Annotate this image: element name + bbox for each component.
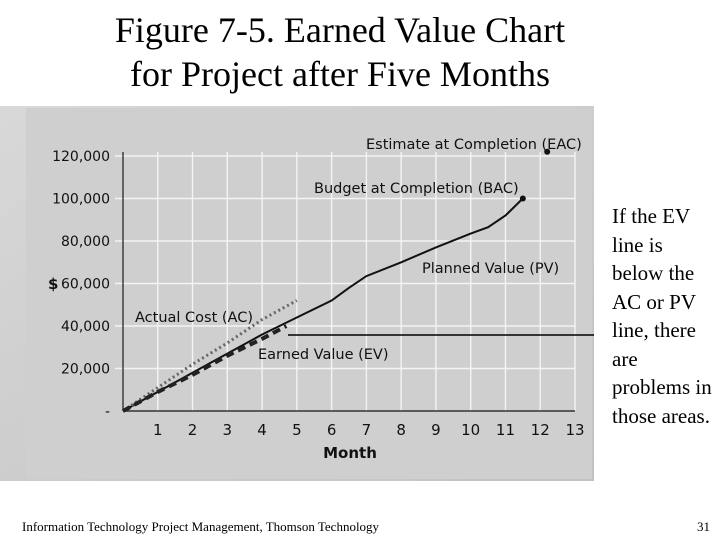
- x-tick-label: 9: [431, 421, 441, 439]
- y-tick-label: 60,000: [61, 277, 110, 293]
- x-tick-label: 3: [223, 421, 233, 439]
- x-tick-label: 8: [396, 421, 406, 439]
- footer-text: Information Technology Project Managemen…: [22, 519, 380, 534]
- x-tick-label: 7: [362, 421, 372, 439]
- x-tick-label: 2: [188, 421, 198, 439]
- point-estimate-at-completion-eac: [544, 148, 551, 155]
- chart-panel: [26, 108, 592, 479]
- y-tick-label: 20,000: [61, 362, 110, 378]
- y-tick-label: 80,000: [61, 234, 110, 250]
- series-earned-value-ev: [122, 324, 288, 413]
- earned-value-chart: -20,000 40,000 60,000 80,000 100,000 120,000 …: [0, 106, 607, 481]
- grid-lines: [115, 152, 576, 411]
- x-tick-label: 13: [565, 421, 584, 439]
- y-tick-labels: - 20,000 40,000 60,000 80,000 100,000 120,000: [52, 149, 110, 420]
- y-axis-label: $: [48, 275, 58, 293]
- x-tick-label: 10: [461, 421, 480, 439]
- title-line-2: for Project after Five Months: [130, 54, 550, 94]
- x-tick-label: 6: [327, 421, 337, 439]
- annotation-label: Actual Cost (AC): [135, 310, 253, 326]
- x-tick-label: 1: [153, 421, 163, 439]
- annotation-label: Budget at Completion (BAC): [314, 181, 519, 197]
- series-lines: [122, 197, 524, 413]
- page-number: 31: [697, 519, 710, 534]
- x-tick-label: 4: [257, 421, 267, 439]
- x-tick-label: 5: [292, 421, 302, 439]
- y-tick-label: 40,000: [61, 319, 110, 335]
- annotation-label: Earned Value (EV): [258, 347, 389, 363]
- axes: [122, 152, 575, 412]
- x-tick-label: 11: [496, 421, 515, 439]
- x-tick-label: 12: [531, 421, 550, 439]
- y-tick-label: 100,000: [52, 192, 110, 208]
- annotation-label: Planned Value (PV): [422, 261, 559, 277]
- x-tick-labels: 1 2 3 4 5 6 7 8 9 10 11 12 13: [153, 421, 585, 439]
- point-budget-at-completion-bac: [519, 195, 526, 202]
- y-tick-label: 120,000: [52, 149, 110, 165]
- y-tick-label: -: [105, 404, 110, 420]
- side-note: If the EV line is below the AC or PV lin…: [612, 204, 712, 428]
- annotation-labels: Estimate at Completion (EAC) Budget at Co…: [135, 137, 582, 363]
- annotation-label: Estimate at Completion (EAC): [366, 137, 582, 153]
- title-line-1: Figure 7-5. Earned Value Chart: [114, 10, 566, 50]
- marker-points: [519, 148, 551, 202]
- slide-title: Figure 7-5. Earned Value Chart for Proje…: [20, 8, 660, 96]
- x-axis-label: Month: [323, 444, 377, 462]
- chart-svg: -20,00040,00060,00080,000100,000120,000 …: [0, 106, 607, 481]
